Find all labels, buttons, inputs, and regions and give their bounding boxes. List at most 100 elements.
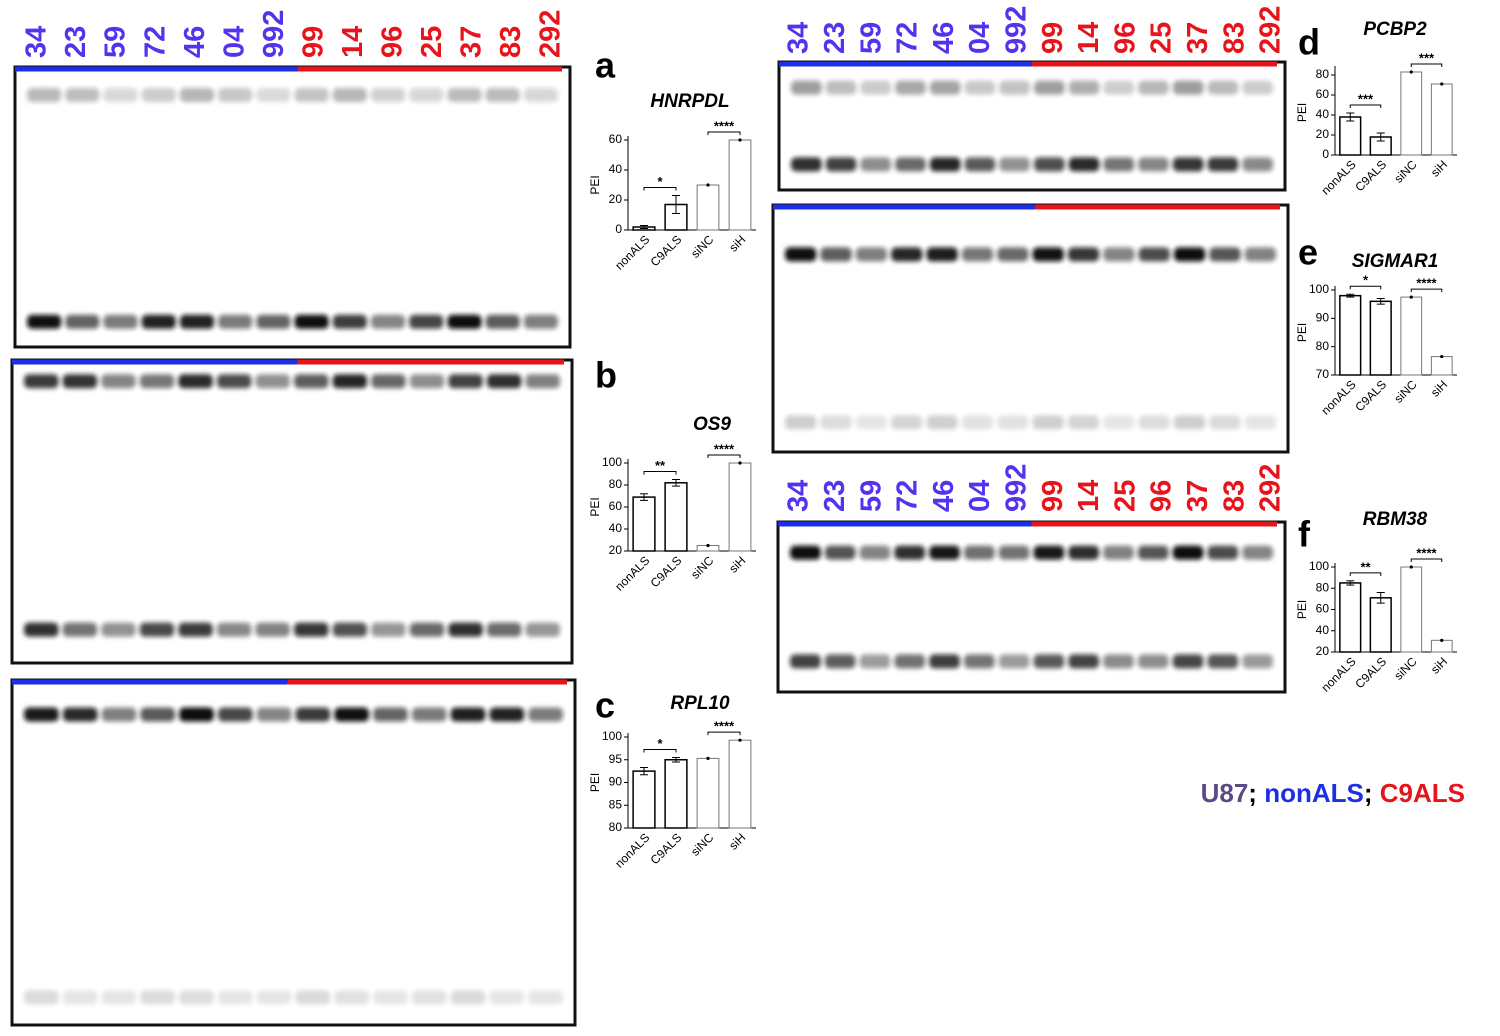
legend-item: U87	[1201, 778, 1249, 808]
gel-band	[409, 314, 444, 329]
lane-label: 23	[60, 26, 92, 58]
x-tick-label: nonALS	[1319, 377, 1359, 417]
x-tick-label: siNC	[688, 232, 717, 261]
sig-bracket	[707, 731, 741, 736]
sig-bracket	[643, 471, 677, 475]
x-tick-label: siNC	[688, 830, 717, 859]
gel-band	[999, 80, 1030, 95]
y-tick-label: 40	[1316, 623, 1330, 637]
lane-label: 992	[1001, 6, 1033, 54]
gel-band	[101, 707, 137, 722]
chart-title: PCBP2	[1363, 19, 1427, 40]
chart-title: RBM38	[1363, 509, 1428, 530]
gel-band	[824, 545, 856, 560]
gel-band	[411, 990, 447, 1005]
gel-band	[1103, 415, 1135, 430]
gel-band	[141, 88, 176, 102]
bar	[1339, 582, 1362, 653]
lane-label: 37	[1182, 480, 1214, 512]
gel-band	[820, 247, 852, 262]
x-tick-label: nonALS	[612, 553, 652, 593]
bar	[1339, 116, 1362, 156]
gel-band	[1068, 157, 1100, 172]
lane-label: 59	[855, 22, 887, 54]
bar	[1339, 294, 1362, 376]
point	[1409, 70, 1413, 74]
gel-band	[1242, 654, 1273, 669]
gel-band	[997, 415, 1029, 430]
gel-band	[1242, 545, 1273, 560]
gel-band	[62, 707, 98, 722]
y-axis-label: PEI	[588, 773, 602, 792]
x-tick-label: siH	[726, 553, 748, 575]
sig-bracket	[1410, 558, 1443, 562]
gel-band	[370, 314, 406, 329]
y-tick-label: 60	[1316, 87, 1330, 101]
lane-label: 96	[1146, 480, 1178, 512]
gel-band	[926, 415, 958, 430]
gel-band	[1207, 80, 1239, 95]
gel-band	[929, 80, 961, 95]
y-tick-label: 0	[1322, 147, 1329, 161]
y-axis-label: PEI	[588, 497, 602, 516]
panel-letter: e	[1298, 232, 1318, 273]
lane-label: 59	[855, 480, 887, 512]
gel-band	[525, 374, 560, 389]
gel-band	[411, 707, 447, 722]
gel-band	[256, 990, 292, 1005]
bar	[632, 770, 656, 829]
gel-band	[1207, 157, 1239, 172]
gel-band	[139, 374, 175, 389]
gel-band	[1103, 654, 1134, 669]
gel-band	[24, 622, 59, 637]
lane-label: 59	[100, 26, 132, 58]
bar	[664, 759, 688, 829]
sig-label: ****	[1416, 276, 1437, 291]
gel-band	[785, 247, 817, 262]
gel-band	[65, 88, 100, 102]
gel-band	[24, 990, 59, 1005]
gel-band	[1068, 654, 1100, 669]
gel-band	[997, 247, 1029, 262]
gel-band	[998, 545, 1030, 560]
gel-band	[332, 314, 367, 329]
lane-label: 25	[1146, 22, 1178, 54]
gel-band	[409, 622, 445, 637]
x-tick-label: siH	[1428, 654, 1450, 676]
x-tick-label: nonALS	[1319, 157, 1359, 197]
panel-letter: d	[1298, 22, 1320, 63]
gel-frame	[771, 203, 1290, 454]
point	[1409, 295, 1413, 299]
sig-label: *	[1363, 273, 1369, 288]
gel-frame	[13, 65, 572, 349]
gel-band	[1242, 80, 1273, 95]
gel-band	[855, 415, 888, 430]
gel-band	[256, 707, 292, 722]
point	[738, 738, 742, 742]
lane-label: 46	[179, 26, 211, 58]
point	[706, 543, 710, 548]
gel-band	[409, 374, 445, 389]
gel-band	[371, 374, 406, 389]
lane-label: 83	[1218, 22, 1250, 54]
lane-label: 04	[964, 480, 996, 512]
sig-bracket	[707, 131, 741, 135]
x-tick-label: C9ALS	[1352, 377, 1389, 414]
gel-band	[895, 157, 926, 172]
gel-band	[790, 654, 821, 669]
gel-band	[929, 157, 961, 172]
point	[1440, 354, 1444, 359]
legend-item: nonALS	[1264, 778, 1364, 808]
sig-label: ****	[714, 719, 735, 734]
gel-band	[825, 80, 857, 95]
y-tick-label: 90	[1316, 311, 1330, 325]
gel-band	[824, 654, 856, 669]
gel-band	[218, 314, 253, 329]
y-tick-label: 60	[609, 499, 623, 513]
point	[738, 138, 742, 142]
x-tick-label: C9ALS	[648, 553, 685, 590]
sig-label: *	[657, 174, 663, 189]
sig-label: *	[657, 736, 663, 751]
lane-label: 14	[337, 26, 369, 58]
